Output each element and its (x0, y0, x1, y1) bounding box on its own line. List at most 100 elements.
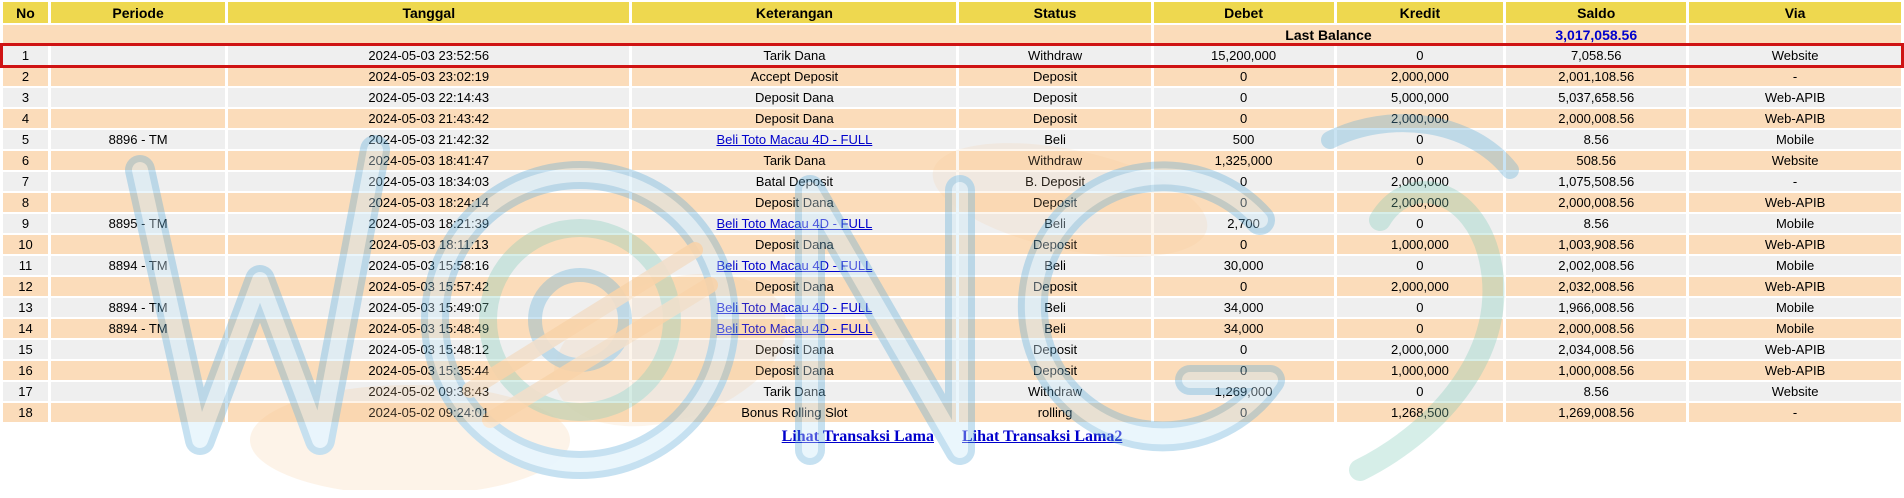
cell-saldo: 8.56 (1506, 382, 1687, 401)
cell-keterangan: Batal Deposit (632, 172, 957, 191)
cell-keterangan[interactable]: Beli Toto Macau 4D - FULL (632, 298, 957, 317)
cell-via: Mobile (1689, 298, 1901, 317)
cell-periode: 8895 - TM (50, 214, 226, 233)
cell-periode (50, 172, 226, 191)
cell-via: Web-APIB (1689, 109, 1901, 128)
bet-detail-link[interactable]: Beli Toto Macau 4D - FULL (716, 300, 873, 315)
cell-no: 6 (3, 151, 48, 170)
cell-keterangan: Tarik Dana (632, 46, 957, 65)
cell-keterangan[interactable]: Beli Toto Macau 4D - FULL (632, 214, 957, 233)
cell-debet: 2,700 (1153, 214, 1334, 233)
cell-status: Withdraw (959, 382, 1151, 401)
table-row: 15 2024-05-03 15:48:12 Deposit Dana Deposit… (3, 340, 1901, 359)
column-header-debet: Debet (1153, 2, 1334, 23)
cell-keterangan[interactable]: Beli Toto Macau 4D - FULL (632, 256, 957, 275)
cell-keterangan[interactable]: Beli Toto Macau 4D - FULL (632, 319, 957, 338)
cell-via: Web-APIB (1689, 361, 1901, 380)
cell-kredit: 2,000,000 (1336, 67, 1504, 86)
cell-tanggal: 2024-05-03 18:11:13 (228, 235, 630, 254)
table-row: 18 2024-05-02 09:24:01 Bonus Rolling Slot r… (3, 403, 1901, 422)
column-header-saldo: Saldo (1506, 2, 1687, 23)
cell-status: Beli (959, 298, 1151, 317)
cell-periode (50, 403, 226, 422)
cell-tanggal: 2024-05-03 18:34:03 (228, 172, 630, 191)
cell-saldo: 1,003,908.56 (1506, 235, 1687, 254)
cell-debet: 1,269,000 (1153, 382, 1334, 401)
table-row: 16 2024-05-03 15:35:44 Deposit Dana Deposit… (3, 361, 1901, 380)
cell-keterangan: Tarik Dana (632, 151, 957, 170)
column-header-via: Via (1689, 2, 1901, 23)
bet-detail-link[interactable]: Beli Toto Macau 4D - FULL (716, 216, 873, 231)
cell-periode (50, 235, 226, 254)
cell-debet: 0 (1153, 340, 1334, 359)
cell-tanggal: 2024-05-03 15:58:16 (228, 256, 630, 275)
cell-debet: 34,000 (1153, 319, 1334, 338)
cell-saldo: 1,966,008.56 (1506, 298, 1687, 317)
cell-debet: 0 (1153, 193, 1334, 212)
cell-tanggal: 2024-05-03 22:14:43 (228, 88, 630, 107)
table-row-highlighted: 1 2024-05-03 23:52:56 Tarik Dana Withdraw 15… (0, 43, 1904, 68)
cell-saldo: 5,037,658.56 (1506, 88, 1687, 107)
cell-kredit: 0 (1336, 319, 1504, 338)
bet-detail-link[interactable]: Beli Toto Macau 4D - FULL (716, 258, 873, 273)
cell-debet: 15,200,000 (1153, 46, 1334, 65)
cell-saldo: 8.56 (1506, 130, 1687, 149)
cell-kredit: 1,268,500 (1336, 403, 1504, 422)
cell-no: 14 (3, 319, 48, 338)
cell-periode (50, 109, 226, 128)
cell-kredit: 0 (1336, 130, 1504, 149)
cell-tanggal: 2024-05-03 15:35:44 (228, 361, 630, 380)
cell-kredit: 0 (1336, 214, 1504, 233)
cell-tanggal: 2024-05-03 15:57:42 (228, 277, 630, 296)
cell-periode (50, 277, 226, 296)
cell-kredit: 5,000,000 (1336, 88, 1504, 107)
table-row: 12 2024-05-03 15:57:42 Deposit Dana Deposit… (3, 277, 1901, 296)
cell-keterangan: Tarik Dana (632, 382, 957, 401)
last-balance-row: Last Balance 3,017,058.56 (3, 25, 1901, 44)
cell-via: Web-APIB (1689, 277, 1901, 296)
cell-periode (50, 361, 226, 380)
table-row: 17 2024-05-02 09:38:43 Tarik Dana Withdraw 1… (3, 382, 1901, 401)
table-row: 14 8894 - TM 2024-05-03 15:48:49 Beli Toto … (3, 319, 1901, 338)
cell-via: Web-APIB (1689, 88, 1901, 107)
cell-periode: 8894 - TM (50, 319, 226, 338)
footer-links: Lihat Transaksi Lama Lihat Transaksi Lama… (0, 428, 1904, 446)
cell-no: 8 (3, 193, 48, 212)
cell-status: B. Deposit (959, 172, 1151, 191)
cell-via: - (1689, 172, 1901, 191)
cell-keterangan: Deposit Dana (632, 361, 957, 380)
bet-detail-link[interactable]: Beli Toto Macau 4D - FULL (716, 132, 873, 147)
cell-tanggal: 2024-05-03 18:21:39 (228, 214, 630, 233)
cell-debet: 0 (1153, 277, 1334, 296)
column-header-tanggal: Tanggal (228, 2, 630, 23)
cell-periode (50, 340, 226, 359)
cell-status: Deposit (959, 361, 1151, 380)
cell-via: Mobile (1689, 214, 1901, 233)
cell-saldo: 2,001,108.56 (1506, 67, 1687, 86)
cell-via: Website (1689, 46, 1901, 65)
cell-status: Deposit (959, 67, 1151, 86)
cell-saldo: 8.56 (1506, 214, 1687, 233)
cell-tanggal: 2024-05-03 15:48:12 (228, 340, 630, 359)
cell-debet: 0 (1153, 88, 1334, 107)
table-header-row: No Periode Tanggal Keterangan Status Debet Kre… (3, 2, 1901, 23)
cell-no: 18 (3, 403, 48, 422)
cell-keterangan: Deposit Dana (632, 109, 957, 128)
cell-keterangan: Deposit Dana (632, 277, 957, 296)
cell-keterangan[interactable]: Beli Toto Macau 4D - FULL (632, 130, 957, 149)
cell-via: Website (1689, 382, 1901, 401)
cell-status: Deposit (959, 109, 1151, 128)
column-header-no: No (3, 2, 48, 23)
cell-periode: 8894 - TM (50, 298, 226, 317)
cell-via: Web-APIB (1689, 235, 1901, 254)
cell-keterangan: Deposit Dana (632, 88, 957, 107)
old-transactions-link-1[interactable]: Lihat Transaksi Lama (781, 428, 934, 445)
cell-no: 10 (3, 235, 48, 254)
bet-detail-link[interactable]: Beli Toto Macau 4D - FULL (716, 321, 873, 336)
cell-debet: 0 (1153, 109, 1334, 128)
table-row: 9 8895 - TM 2024-05-03 18:21:39 Beli Toto M… (3, 214, 1901, 233)
cell-status: Deposit (959, 340, 1151, 359)
cell-kredit: 0 (1336, 46, 1504, 65)
old-transactions-link-2[interactable]: Lihat Transaksi Lama2 (962, 428, 1123, 445)
cell-tanggal: 2024-05-03 18:41:47 (228, 151, 630, 170)
